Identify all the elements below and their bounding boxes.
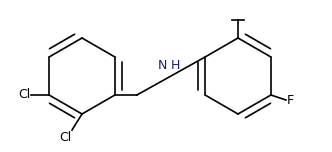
Text: Cl: Cl (59, 131, 71, 144)
Text: N: N (158, 59, 167, 72)
Text: Cl: Cl (18, 88, 30, 102)
Text: F: F (287, 93, 294, 107)
Text: H: H (171, 59, 180, 72)
